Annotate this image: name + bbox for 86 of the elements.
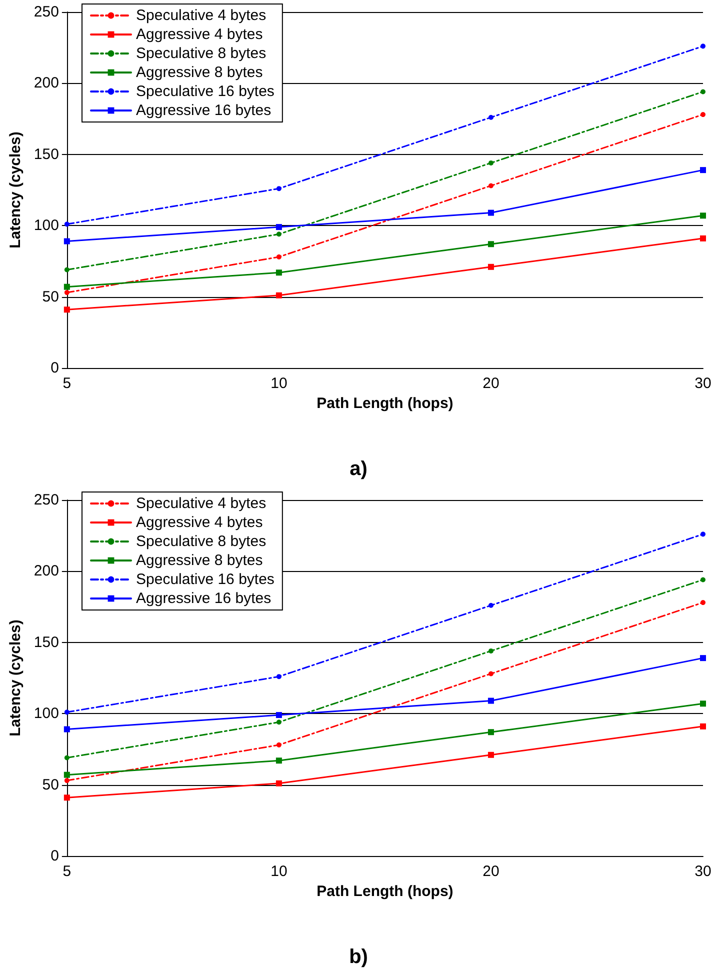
point	[488, 729, 494, 736]
point	[276, 720, 282, 725]
point	[700, 112, 706, 118]
point	[276, 712, 282, 718]
point	[488, 602, 494, 608]
point	[276, 254, 282, 260]
x-tick-label: 5	[62, 863, 72, 880]
point	[276, 674, 282, 680]
x-tick-label: 10	[270, 863, 288, 880]
x-axis-title: Path Length (hops)	[316, 394, 454, 412]
point	[488, 264, 494, 270]
x-tick-label: 30	[694, 375, 712, 392]
y-tick-label: 250	[34, 4, 59, 20]
x-tick-label: 10	[270, 375, 288, 392]
x-tick-label: 20	[482, 375, 500, 392]
point	[276, 780, 282, 786]
legend-label: Aggressive 8 bytes	[136, 552, 263, 569]
x-axis-title: Path Length (hops)	[316, 882, 454, 900]
point	[488, 241, 494, 248]
point	[64, 290, 70, 296]
point	[700, 167, 706, 174]
legend-label: Speculative 16 bytes	[136, 571, 274, 588]
point	[64, 306, 70, 313]
point	[700, 700, 706, 707]
x-tick-label: 30	[694, 863, 712, 880]
point	[64, 755, 70, 760]
y-tick-label: 200	[34, 562, 59, 580]
y-axis-title: Latency (cycles)	[7, 620, 24, 736]
x-tick-label: 5	[62, 375, 72, 392]
point	[64, 772, 70, 778]
text: a)	[350, 458, 368, 480]
point	[488, 210, 494, 216]
y-tick-label: 50	[42, 288, 59, 306]
legend-label: Speculative 4 bytes	[136, 495, 266, 512]
y-axis-title: Latency (cycles)	[7, 132, 24, 248]
point	[64, 284, 70, 290]
legend-label: Speculative 8 bytes	[136, 45, 266, 62]
legend-label: Aggressive 8 bytes	[136, 64, 263, 81]
point	[700, 600, 706, 606]
point	[64, 778, 70, 784]
legend-label: Speculative 4 bytes	[136, 7, 266, 24]
point	[488, 114, 494, 120]
y-tick-label: 0	[50, 848, 59, 864]
point	[488, 160, 494, 166]
point	[64, 222, 70, 227]
y-tick-label: 50	[42, 776, 59, 794]
point	[64, 726, 70, 732]
point	[64, 238, 70, 244]
point	[276, 270, 282, 276]
point	[488, 698, 494, 704]
point	[276, 232, 282, 237]
point	[488, 648, 494, 654]
point	[700, 655, 706, 662]
point	[64, 710, 70, 715]
point	[276, 742, 282, 748]
point	[488, 752, 494, 758]
point	[488, 671, 494, 676]
y-tick-label: 0	[50, 360, 59, 376]
point	[488, 183, 494, 188]
y-tick-label: 100	[34, 705, 59, 722]
point	[700, 235, 706, 242]
legend-label: Aggressive 4 bytes	[136, 26, 263, 43]
legend-label: Aggressive 16 bytes	[136, 590, 272, 607]
legend-label: Speculative 8 bytes	[136, 533, 266, 550]
point	[700, 577, 706, 582]
y-tick-label: 150	[34, 146, 59, 163]
point	[64, 794, 70, 801]
point	[700, 212, 706, 219]
x-tick-label: 20	[482, 863, 500, 880]
point	[700, 532, 706, 537]
legend-label: Aggressive 4 bytes	[136, 514, 263, 531]
legend-label: Aggressive 16 bytes	[136, 102, 272, 119]
point	[276, 758, 282, 764]
point	[700, 44, 706, 49]
point	[700, 89, 706, 94]
y-tick-label: 100	[34, 217, 59, 234]
y-tick-label: 200	[34, 74, 59, 92]
point	[276, 186, 282, 192]
point	[276, 292, 282, 298]
legend-label: Speculative 16 bytes	[136, 83, 274, 100]
point	[64, 267, 70, 272]
y-tick-label: 150	[34, 634, 59, 651]
point	[276, 224, 282, 230]
point	[700, 723, 706, 730]
y-tick-label: 250	[34, 492, 59, 508]
text: b)	[349, 946, 368, 968]
